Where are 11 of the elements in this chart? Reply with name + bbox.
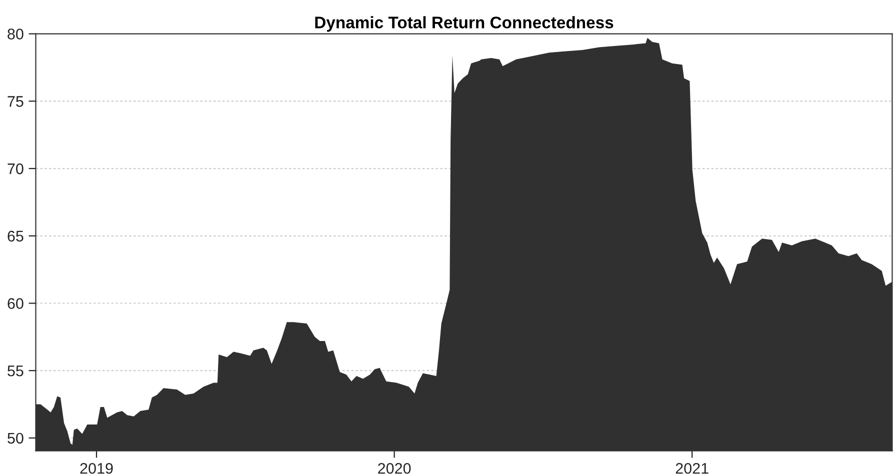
x-tick-label: 2019 [80,462,113,474]
y-tick-label: 75 [8,96,24,107]
y-tick-label: 65 [8,230,24,242]
x-tick-label: 2020 [378,462,411,474]
chart-title: Dynamic Total Return Connectedness [315,16,614,32]
y-tick-label: 70 [8,163,24,174]
y-tick-label: 50 [8,432,24,444]
y-tick-label: 80 [8,28,24,40]
y-tick-label: 60 [8,298,24,309]
y-tick-label: 55 [8,366,24,376]
x-tick-label: 2021 [676,462,708,474]
